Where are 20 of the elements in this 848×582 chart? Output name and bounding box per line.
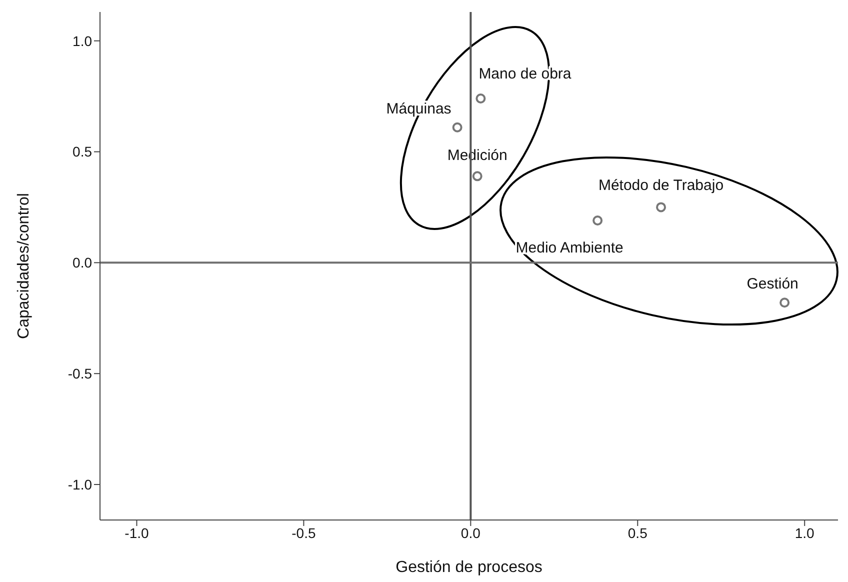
y-tick-label: 0.5 [72, 144, 92, 160]
x-tick-label: -1.0 [124, 524, 150, 541]
y-tick-label: -1.0 [68, 476, 92, 492]
annotation: Gestión [746, 276, 798, 293]
y-tick-label: 0.0 [72, 254, 92, 271]
point [592, 216, 603, 226]
point [476, 94, 486, 104]
x-tick-label: 0.5 [628, 524, 648, 541]
point [656, 202, 666, 212]
annotation: Método de Trabajo [598, 177, 724, 194]
point [780, 298, 790, 308]
y-tick-label: -0.5 [68, 366, 92, 382]
y-axis-title: Capacidades/control [16, 193, 32, 339]
x-axis-title: Gestión de procesos [396, 559, 542, 576]
x-tick-label: -0.5 [292, 524, 316, 541]
point [472, 171, 482, 182]
y-tick-label: 1.0 [72, 32, 92, 49]
point [452, 122, 462, 132]
x-tick-label: 1.0 [794, 524, 815, 541]
x-tick-label: 0.0 [460, 524, 481, 541]
